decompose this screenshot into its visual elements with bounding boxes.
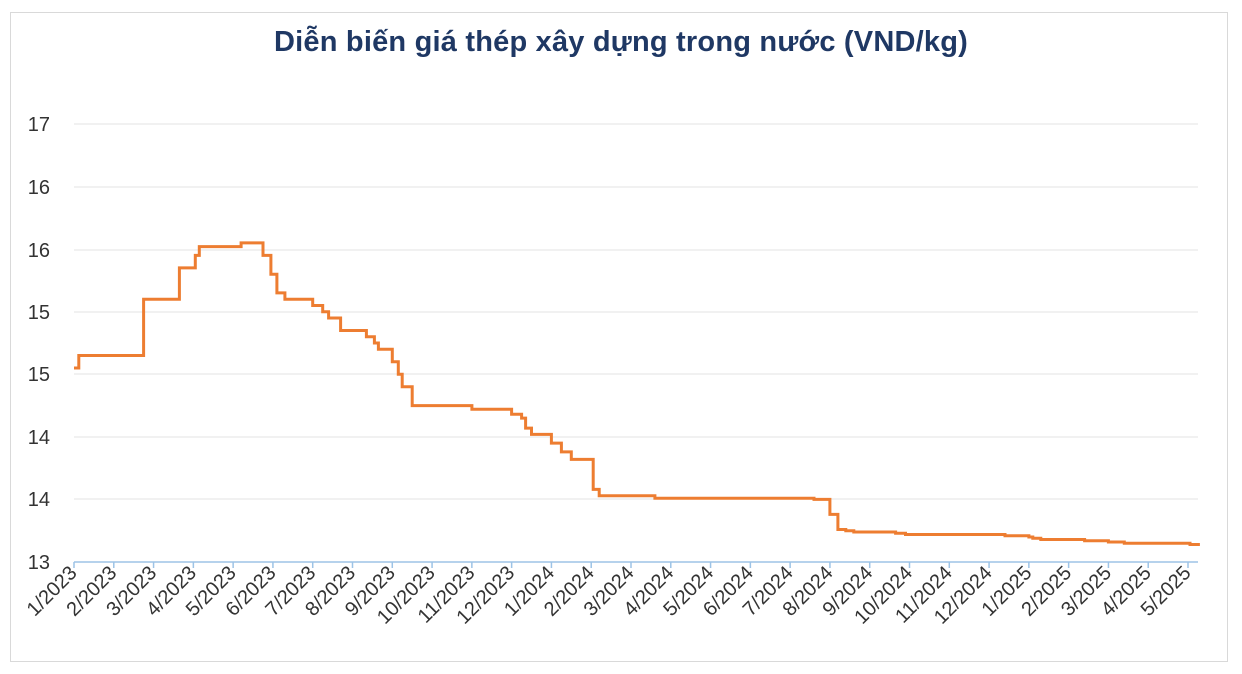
y-tick-label: 17 — [28, 114, 50, 136]
price-series-line — [74, 241, 1200, 546]
y-tick-label: 15 — [28, 364, 50, 386]
y-tick-label: 15 — [28, 302, 50, 324]
x-axis-ticks: 1/20232/20233/20234/20235/20236/20237/20… — [23, 562, 1196, 629]
chart-title: Diễn biến giá thép xây dựng trong nước (… — [274, 26, 968, 58]
y-axis-ticks: 13 14 14 15 15 16 16 17 — [28, 114, 50, 574]
y-tick-label: 16 — [28, 240, 50, 262]
y-tick-label: 16 — [28, 177, 50, 199]
chart-frame — [10, 12, 1228, 662]
y-tick-label: 13 — [28, 552, 50, 574]
y-tick-label: 14 — [28, 489, 50, 511]
y-tick-label: 14 — [28, 427, 50, 449]
grid-lines — [74, 123, 1198, 500]
